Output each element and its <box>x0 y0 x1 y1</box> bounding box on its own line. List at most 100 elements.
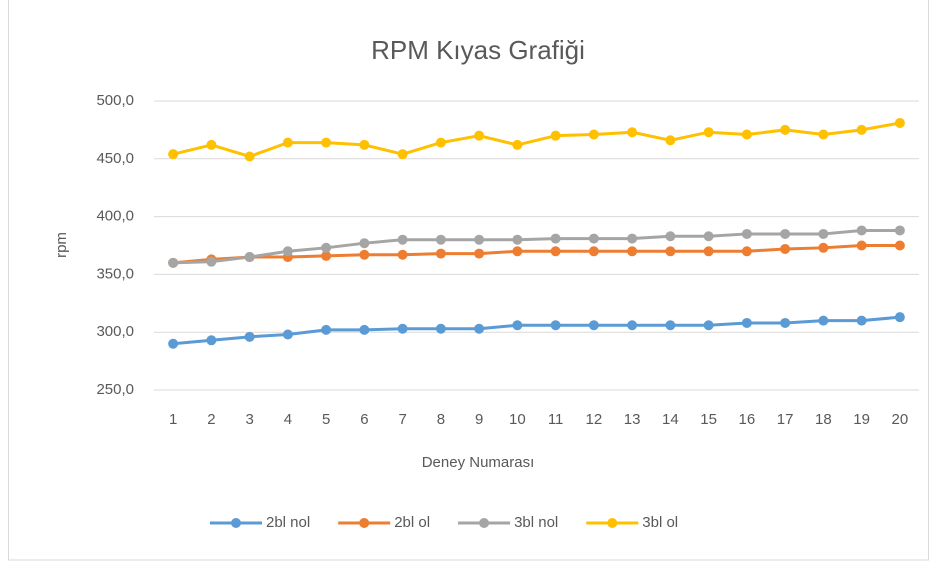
x-tick-label: 17 <box>777 411 794 428</box>
point <box>780 124 791 135</box>
x-tick-label: 1 <box>169 411 177 428</box>
point <box>321 137 332 148</box>
point <box>665 320 676 331</box>
point <box>627 127 638 138</box>
point <box>665 231 676 242</box>
point <box>588 246 599 257</box>
x-tick-label: 13 <box>624 411 641 428</box>
point <box>397 149 408 160</box>
x-tick-label: 8 <box>437 411 445 428</box>
point <box>703 246 714 257</box>
x-tick-label: 4 <box>284 411 292 428</box>
y-tick-label: 250,0 <box>96 381 134 398</box>
point <box>550 246 561 257</box>
point <box>168 257 179 268</box>
point <box>703 127 714 138</box>
point <box>282 329 293 340</box>
point <box>741 129 752 140</box>
point <box>321 242 332 253</box>
point <box>512 234 523 245</box>
point <box>397 234 408 245</box>
point <box>741 317 752 328</box>
x-tick-label: 16 <box>739 411 756 428</box>
point <box>397 249 408 260</box>
point <box>627 246 638 257</box>
series-line <box>172 121 901 158</box>
legend-marker <box>607 518 618 528</box>
legend-marker <box>359 518 370 528</box>
chart-frame <box>8 0 929 561</box>
point <box>550 233 561 244</box>
x-tick-label: 9 <box>475 411 483 428</box>
point <box>856 124 867 135</box>
x-tick-label: 15 <box>700 411 717 428</box>
point <box>206 335 217 346</box>
x-tick-label: 6 <box>360 411 368 428</box>
point <box>703 231 714 242</box>
point <box>627 233 638 244</box>
point <box>244 151 255 162</box>
point <box>359 139 370 150</box>
x-tick-label: 14 <box>662 411 679 428</box>
point <box>665 246 676 257</box>
legend-label: 3bl nol <box>514 514 558 531</box>
legend-marker <box>231 518 241 528</box>
series-line <box>172 244 900 265</box>
point <box>359 238 370 249</box>
point <box>780 317 791 328</box>
point <box>321 250 332 261</box>
point <box>588 320 599 331</box>
point <box>550 320 561 331</box>
point <box>512 320 523 331</box>
point <box>856 240 867 251</box>
x-tick-label: 12 <box>586 411 603 428</box>
x-tick-label: 5 <box>322 411 330 428</box>
point <box>282 137 293 148</box>
x-tick-label: 10 <box>509 411 526 428</box>
point <box>435 137 446 148</box>
point <box>780 228 791 239</box>
point <box>206 256 217 267</box>
point <box>894 312 905 323</box>
legend-label: 2bl ol <box>394 514 430 531</box>
series-line <box>172 315 901 346</box>
point <box>894 117 905 128</box>
y-tick-label: 300,0 <box>96 323 134 340</box>
point <box>244 252 255 263</box>
point <box>206 139 217 150</box>
point <box>435 234 446 245</box>
point <box>474 234 485 245</box>
point <box>359 249 370 260</box>
point <box>168 149 179 160</box>
point <box>474 248 485 259</box>
point <box>359 324 370 335</box>
x-tick-label: 11 <box>548 411 564 428</box>
point <box>741 228 752 239</box>
x-tick-label: 20 <box>892 411 909 428</box>
point <box>741 246 752 257</box>
point <box>435 323 446 334</box>
point <box>818 228 829 239</box>
point <box>894 225 905 236</box>
x-tick-label: 19 <box>853 411 870 428</box>
legend-label: 3bl ol <box>642 514 678 531</box>
x-axis-label: Deney Numarası <box>422 454 535 471</box>
point <box>550 130 561 141</box>
x-tick-label: 7 <box>398 411 406 428</box>
point <box>321 324 332 335</box>
point <box>512 139 523 150</box>
y-tick-label: 500,0 <box>96 92 134 109</box>
point <box>474 323 485 334</box>
x-tick-label: 3 <box>245 411 253 428</box>
point <box>588 233 599 244</box>
y-tick-label: 400,0 <box>96 208 134 225</box>
point <box>282 246 293 257</box>
point <box>512 246 523 257</box>
point <box>244 331 255 342</box>
point <box>665 135 676 146</box>
point <box>474 130 485 141</box>
point <box>894 240 905 251</box>
point <box>168 338 179 349</box>
point <box>856 225 867 236</box>
